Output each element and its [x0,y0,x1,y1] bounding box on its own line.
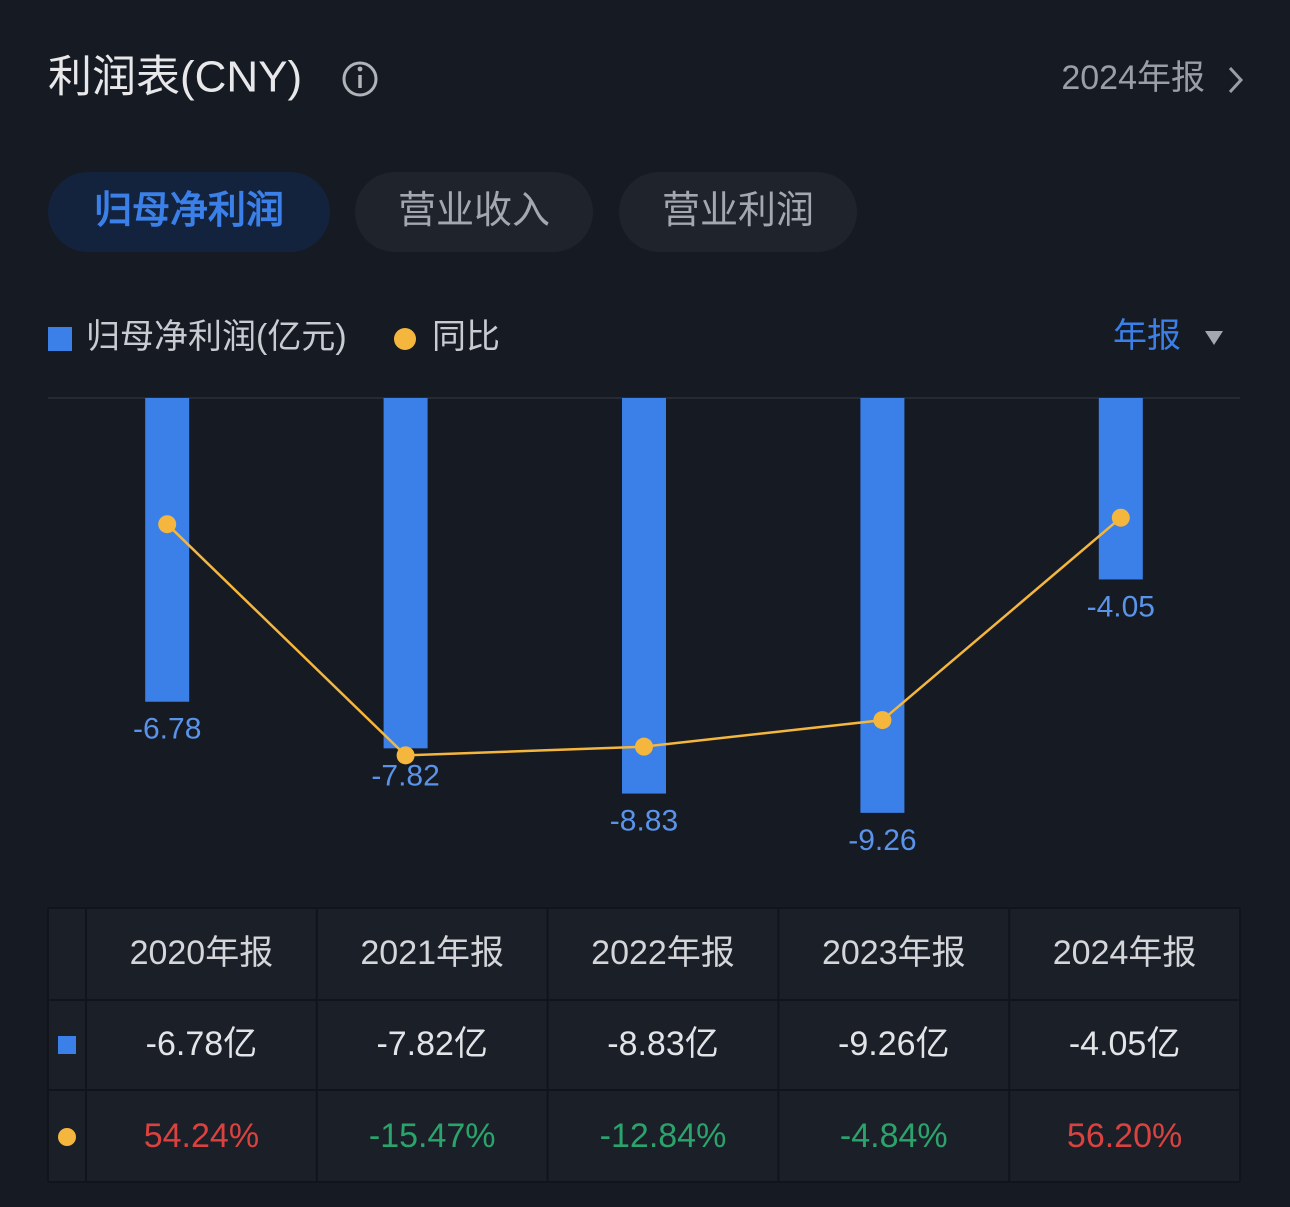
title: 利润表(CNY) [48,53,302,102]
tab[interactable] [619,172,857,252]
bar [860,398,905,813]
bar-value-label: -9.26 [848,824,916,857]
yoy-point [873,711,892,730]
table-yoy: -15.47% [369,1117,496,1155]
bar [383,398,428,749]
legend-label: 同比 [432,318,500,356]
bar-value-label: -6.78 [133,713,201,746]
tab-label[interactable]: 营业收入 [398,190,550,232]
table-yoy: 56.20% [1067,1117,1182,1155]
legend-label: 归母净利润(亿元) [86,318,347,356]
dropdown-arrow [1205,331,1223,345]
table-value: -7.82亿 [376,1025,488,1063]
table-header: 2022年报 [591,934,735,972]
chevron [1228,66,1244,94]
tab-label[interactable]: 归母净利润 [94,190,284,232]
table-yoy: -12.84% [600,1117,727,1155]
tab[interactable] [355,172,593,252]
table-bg [48,908,1240,1182]
row-icon [58,1036,76,1054]
table-header: 2023年报 [822,934,966,972]
table-yoy: -4.84% [840,1117,948,1155]
row-icon [58,1128,76,1146]
table-header: 2021年报 [360,934,504,972]
table-header: 2024年报 [1053,934,1197,972]
table-value: -4.05亿 [1069,1025,1181,1063]
period-selector[interactable]: 年报 [1113,317,1181,355]
table-value: -6.78亿 [146,1025,258,1063]
bar [622,398,666,794]
tab[interactable] [48,172,330,252]
yoy-point [158,515,177,534]
info-icon[interactable] [342,61,378,97]
yoy-point [396,746,415,765]
yoy-point [635,737,653,756]
table-value: -8.83亿 [607,1025,719,1063]
bar-value-label: -4.05 [1087,590,1155,623]
bar [145,398,190,702]
table-yoy: 54.24% [144,1117,259,1155]
period-link[interactable]: 2024年报 [1061,59,1205,97]
legend-swatch [394,328,416,350]
bar-value-label: -7.82 [371,759,439,792]
legend-swatch [48,327,72,351]
bar-value-label: -8.83 [610,805,678,838]
yoy-point [1111,508,1130,527]
table-header: 2020年报 [130,934,274,972]
bar [1098,398,1143,580]
tab-label[interactable]: 营业利润 [662,190,814,232]
table-value: -9.26亿 [838,1025,950,1063]
